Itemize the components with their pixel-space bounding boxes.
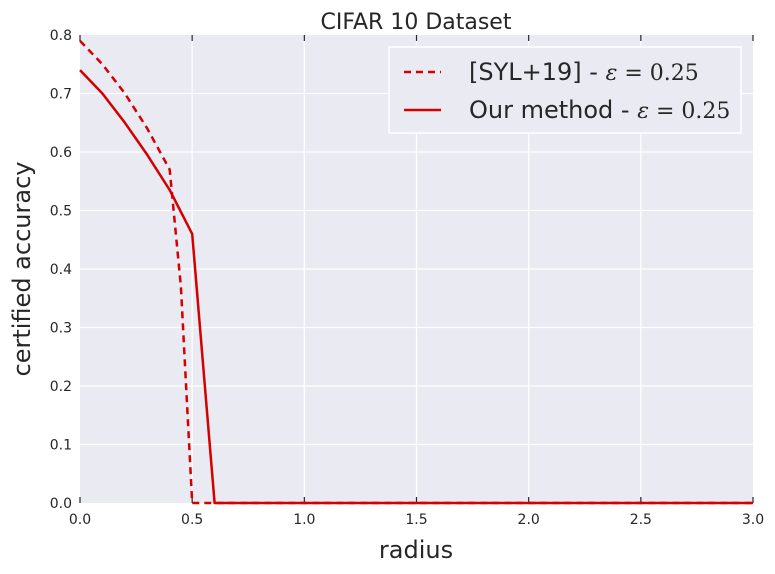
x-tick-label: 0.5 <box>181 512 203 528</box>
y-tick-label: 0.8 <box>50 28 72 44</box>
chart-title: CIFAR 10 Dataset <box>321 10 512 35</box>
x-tick-label: 2.0 <box>518 512 540 528</box>
y-tick-label: 0.4 <box>50 262 72 278</box>
series-line-syl19 <box>79 39 753 505</box>
y-tick-label: 0.5 <box>50 204 72 220</box>
ticks: 0.0 0.5 1.0 1.5 2.0 2.5 3.0 0.0 0.1 0.2 0.3 0.4 0.5 0… <box>50 28 764 528</box>
series-line-our-method <box>79 69 753 505</box>
legend-box <box>388 46 742 134</box>
y-axis-title: certified accuracy <box>8 162 36 377</box>
x-tick-label: 1.5 <box>405 512 427 528</box>
x-tick-label: 2.5 <box>630 512 652 528</box>
legend: [SYL+19] - ε = 0.25 Our method - ε = 0.2… <box>388 46 742 134</box>
x-tick-label: 0.0 <box>69 512 91 528</box>
legend-label-syl19: [SYL+19] - ε = 0.25 <box>469 58 699 86</box>
y-tick-label: 0.0 <box>50 496 72 512</box>
x-axis-title: radius <box>379 536 453 564</box>
legend-label-our-method: Our method - ε = 0.25 <box>469 96 730 124</box>
y-tick-label: 0.2 <box>50 379 72 395</box>
y-tick-label: 0.6 <box>50 145 72 161</box>
series-lines <box>79 39 753 505</box>
y-tick-label: 0.7 <box>50 87 72 103</box>
y-tick-label: 0.1 <box>50 438 72 454</box>
x-tick-label: 1.0 <box>293 512 315 528</box>
x-tick-label: 3.0 <box>742 512 764 528</box>
y-tick-label: 0.3 <box>50 321 72 337</box>
